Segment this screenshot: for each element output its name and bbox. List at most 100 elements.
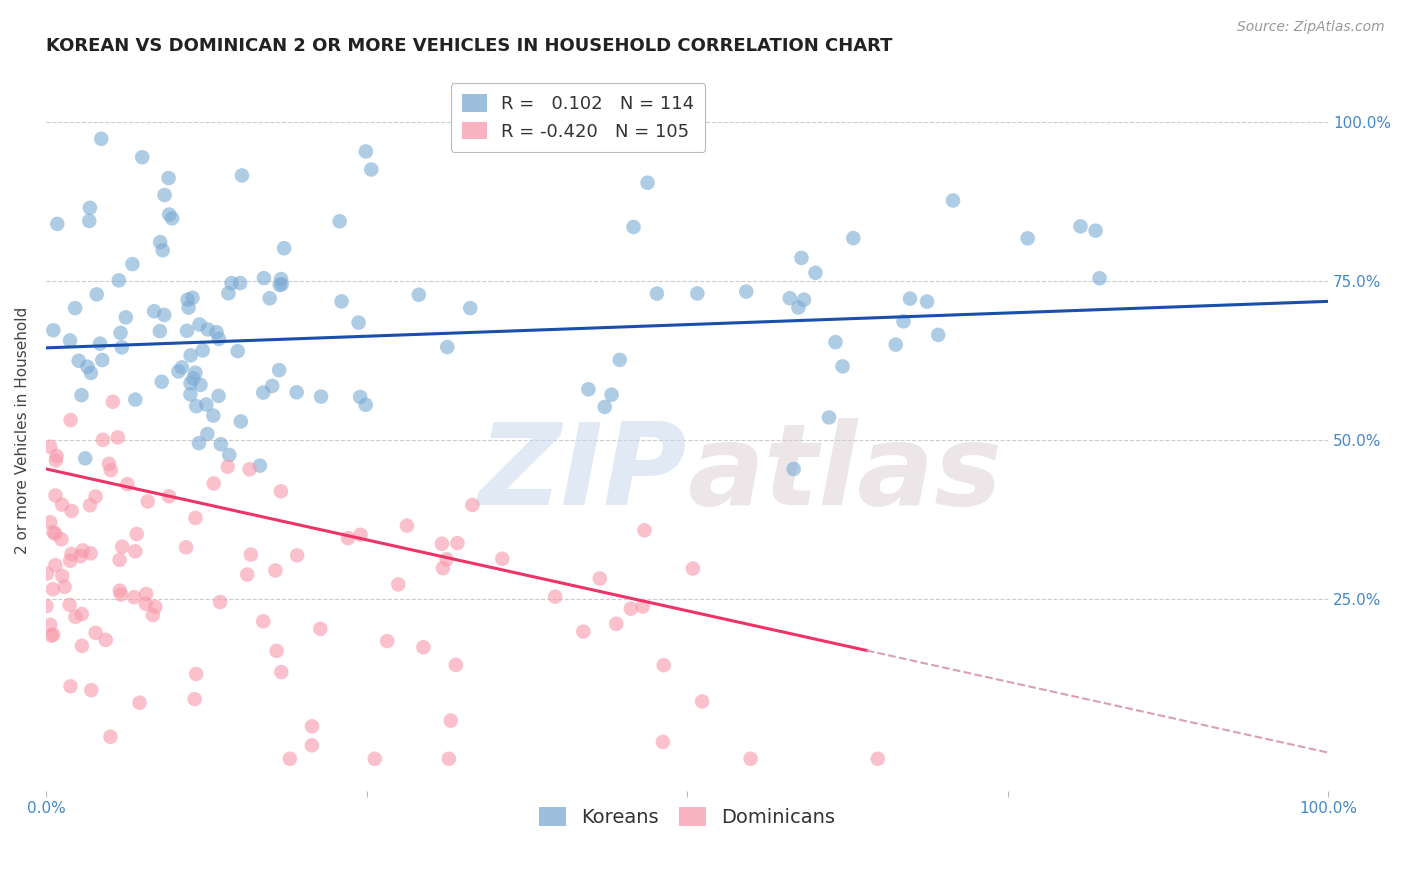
Point bbox=[787, 301, 810, 315]
Point bbox=[39, 617, 62, 632]
Point bbox=[59, 554, 82, 568]
Point bbox=[430, 537, 453, 551]
Point bbox=[94, 632, 117, 647]
Point bbox=[77, 214, 100, 228]
Point bbox=[186, 399, 208, 413]
Point bbox=[108, 583, 131, 598]
Text: atlas: atlas bbox=[688, 418, 1002, 529]
Point bbox=[942, 194, 965, 208]
Point bbox=[1017, 231, 1039, 245]
Point bbox=[218, 448, 240, 462]
Point bbox=[160, 211, 183, 226]
Point bbox=[111, 540, 134, 554]
Point bbox=[690, 694, 713, 708]
Point bbox=[97, 457, 120, 471]
Point bbox=[270, 484, 292, 499]
Point bbox=[927, 327, 949, 342]
Point bbox=[44, 558, 66, 573]
Point bbox=[209, 595, 232, 609]
Point bbox=[209, 437, 232, 451]
Point bbox=[86, 287, 108, 301]
Point bbox=[270, 272, 292, 286]
Point bbox=[100, 730, 122, 744]
Y-axis label: 2 or more Vehicles in Household: 2 or more Vehicles in Household bbox=[15, 307, 30, 554]
Point bbox=[252, 615, 274, 629]
Point bbox=[793, 293, 815, 307]
Point bbox=[589, 572, 612, 586]
Point bbox=[149, 324, 172, 338]
Point bbox=[39, 515, 62, 529]
Point bbox=[623, 219, 645, 234]
Point bbox=[108, 553, 131, 567]
Point bbox=[65, 609, 87, 624]
Point bbox=[39, 440, 62, 454]
Point bbox=[205, 325, 228, 339]
Point bbox=[167, 364, 190, 378]
Point bbox=[278, 752, 301, 766]
Point bbox=[818, 410, 841, 425]
Point bbox=[269, 277, 291, 292]
Point bbox=[395, 518, 418, 533]
Point bbox=[866, 752, 889, 766]
Point bbox=[375, 634, 398, 648]
Point bbox=[576, 382, 599, 396]
Point bbox=[229, 414, 252, 428]
Point bbox=[437, 752, 460, 766]
Point bbox=[177, 301, 200, 315]
Point bbox=[157, 207, 180, 221]
Point bbox=[60, 504, 83, 518]
Point bbox=[142, 607, 165, 622]
Point bbox=[609, 352, 631, 367]
Point bbox=[349, 390, 371, 404]
Point bbox=[898, 292, 921, 306]
Point bbox=[131, 150, 153, 164]
Point bbox=[436, 340, 458, 354]
Point bbox=[544, 590, 567, 604]
Point bbox=[183, 692, 205, 706]
Point bbox=[412, 640, 434, 655]
Point bbox=[337, 531, 360, 545]
Point bbox=[35, 599, 58, 614]
Point bbox=[349, 527, 371, 541]
Point bbox=[170, 360, 193, 375]
Point bbox=[249, 458, 271, 473]
Point bbox=[217, 286, 239, 301]
Point bbox=[46, 217, 69, 231]
Point bbox=[70, 388, 93, 402]
Point bbox=[67, 353, 90, 368]
Point bbox=[136, 494, 159, 508]
Point bbox=[149, 235, 172, 249]
Point bbox=[226, 344, 249, 359]
Text: KOREAN VS DOMINICAN 2 OR MORE VEHICLES IN HOUSEHOLD CORRELATION CHART: KOREAN VS DOMINICAN 2 OR MORE VEHICLES I… bbox=[46, 37, 893, 55]
Point bbox=[128, 696, 150, 710]
Point bbox=[491, 551, 513, 566]
Point bbox=[176, 324, 198, 338]
Point bbox=[231, 169, 253, 183]
Point bbox=[41, 629, 63, 643]
Point bbox=[236, 567, 259, 582]
Point bbox=[76, 359, 98, 374]
Point bbox=[269, 363, 291, 377]
Point bbox=[124, 544, 146, 558]
Point bbox=[45, 453, 67, 467]
Point bbox=[150, 375, 173, 389]
Point bbox=[461, 498, 484, 512]
Point bbox=[831, 359, 853, 374]
Point bbox=[42, 525, 65, 540]
Point bbox=[1069, 219, 1091, 234]
Point bbox=[89, 336, 111, 351]
Point bbox=[239, 548, 262, 562]
Point bbox=[190, 377, 212, 392]
Point bbox=[330, 294, 353, 309]
Point bbox=[309, 622, 332, 636]
Point bbox=[153, 308, 176, 322]
Point bbox=[181, 371, 204, 385]
Point bbox=[229, 276, 252, 290]
Point bbox=[157, 171, 180, 186]
Point bbox=[637, 176, 659, 190]
Point bbox=[239, 462, 262, 476]
Point bbox=[69, 549, 91, 563]
Point bbox=[207, 389, 229, 403]
Text: ZIP: ZIP bbox=[478, 418, 688, 529]
Point bbox=[824, 335, 846, 350]
